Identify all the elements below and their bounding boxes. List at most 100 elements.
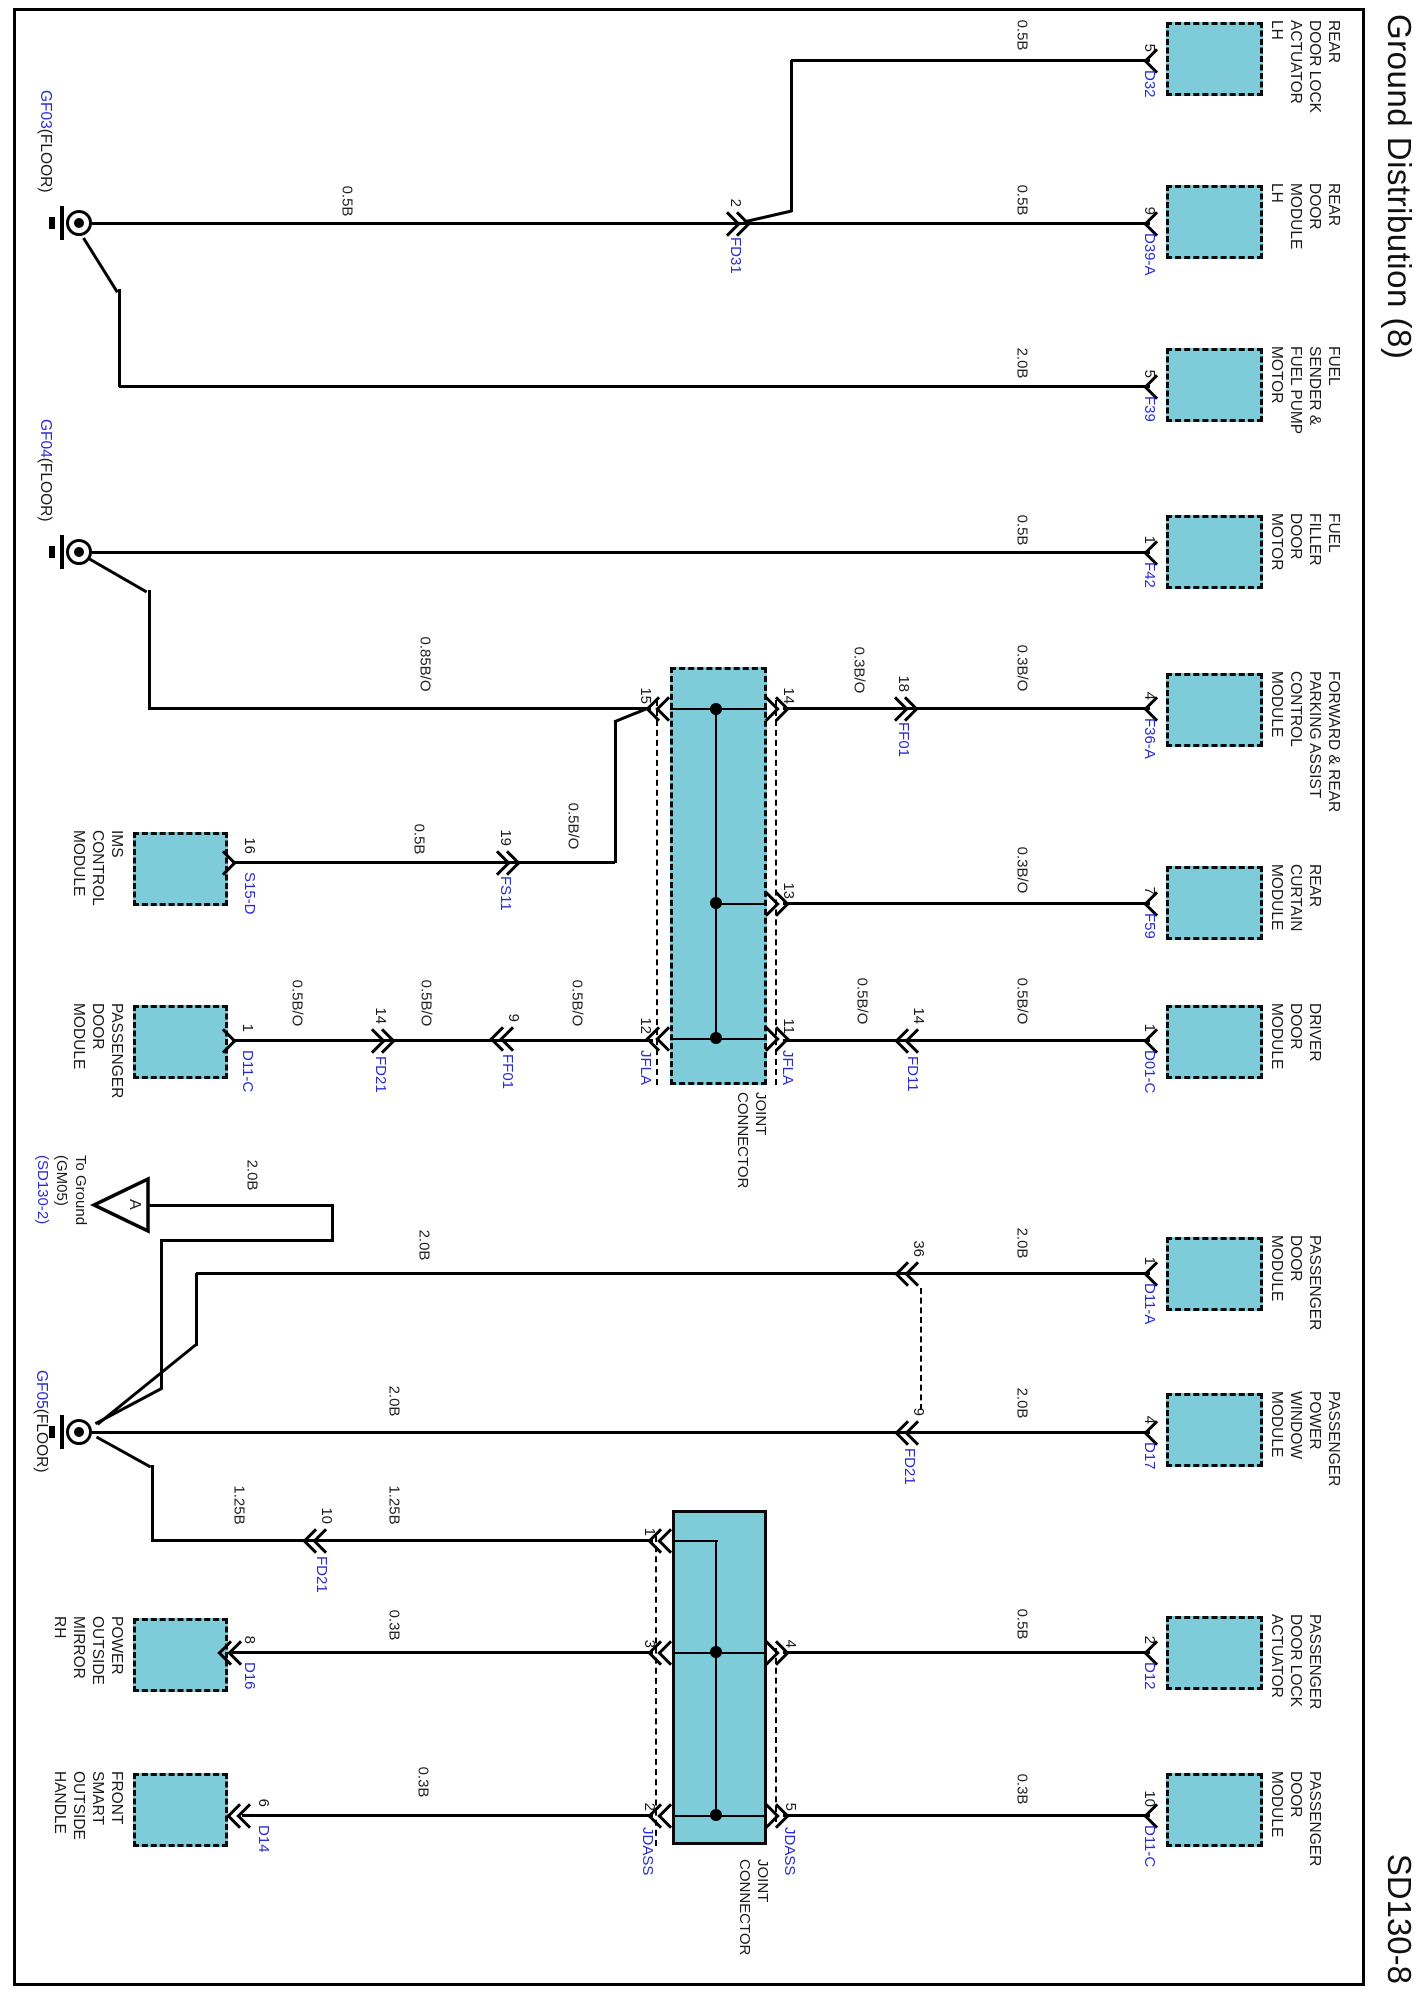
pin-number: 1	[1141, 1256, 1158, 1265]
wire-gauge-label: 2.0B	[1013, 1387, 1031, 1419]
jdass-internal-line	[715, 1540, 717, 1816]
component-block	[1166, 1005, 1263, 1079]
wire-gauge-label: 0.85B/O	[416, 636, 434, 692]
off-page-ground-triangle-icon	[90, 1176, 150, 1234]
jdass-pin-number: 1	[641, 1527, 658, 1536]
component-block	[1166, 515, 1263, 589]
jdass-pin-number: 4	[782, 1639, 799, 1648]
junction-dot	[710, 703, 722, 715]
ground-label: GF03(FLOOR)	[37, 90, 54, 193]
page-title: Ground Distribution (8)	[1381, 14, 1418, 360]
wire-gauge-label: 2.0B	[243, 1159, 261, 1191]
wire	[118, 289, 121, 387]
joint-connector-jfla-box	[670, 667, 767, 1085]
jdass-pin-number: 5	[782, 1802, 799, 1811]
wire	[147, 1204, 331, 1207]
component-block	[1166, 673, 1263, 747]
component-name: IMS CONTROL MODULE	[70, 830, 125, 906]
connector-id: D16	[241, 1662, 258, 1690]
component-name: POWER OUTSIDE MIRROR RH	[51, 1616, 125, 1685]
component-name: REAR DOOR LOCK ACTUATOR LH	[1268, 20, 1342, 114]
connector-id: FD31	[727, 237, 744, 274]
component-block	[1166, 1393, 1263, 1467]
component-block	[1166, 866, 1263, 940]
inline-connector-chevron-icon	[715, 211, 751, 237]
jdass-pin-number: 2	[641, 1802, 658, 1811]
pin-number: 10	[1141, 1790, 1158, 1807]
pin-number: 6	[255, 1798, 272, 1807]
component-block	[1166, 1616, 1263, 1690]
pin-number: 9	[505, 1013, 522, 1022]
wire	[92, 222, 1150, 225]
pin-number: 14	[910, 1007, 927, 1024]
connector-id: FD11	[904, 1056, 921, 1092]
inline-connector-chevron-icon	[894, 1028, 930, 1054]
component-name: FUEL SENDER & FUEL PUMP MOTOR	[1268, 346, 1342, 435]
wire	[148, 707, 651, 710]
wire	[783, 707, 1150, 710]
component-name: PASSENGER DOOR MODULE	[1268, 1771, 1323, 1867]
component-name: FUEL FILLER DOOR MOTOR	[1268, 513, 1342, 571]
connector-id: D11-C	[1141, 1825, 1158, 1868]
connector-id: D01-C	[1141, 1050, 1158, 1094]
wire-gauge-label: 2.0B	[1013, 347, 1031, 379]
component-name: PASSENGER DOOR MODULE	[1268, 1235, 1323, 1331]
component-block	[1166, 185, 1263, 259]
component-block	[1166, 22, 1263, 96]
wire	[151, 1465, 154, 1542]
junction-dot	[710, 897, 722, 909]
pin-number: 4	[1141, 1415, 1158, 1424]
jfla-pin-number: 13	[780, 882, 797, 899]
wire	[195, 1273, 198, 1346]
wire-gauge-label: 0.3B	[385, 1609, 403, 1641]
connector-id: FD21	[313, 1556, 330, 1593]
joint-connector-jdass-box	[672, 1510, 767, 1845]
pin-chevron-icon	[226, 1803, 262, 1829]
wire	[232, 1651, 653, 1654]
wire	[161, 1239, 333, 1242]
component-name: FRONT SMART OUTSIDE HANDLE	[51, 1771, 125, 1840]
joint-connector-caption: JOINT CONNECTOR	[734, 1092, 769, 1189]
jdass-connector-id: JDASS	[781, 1827, 798, 1876]
pin-number: 16	[241, 837, 258, 854]
inline-connector-chevron-icon	[894, 1261, 930, 1287]
connector-id: FF01	[895, 722, 912, 758]
inline-connector-chevron-icon	[485, 850, 521, 876]
wire	[783, 902, 1150, 905]
wire	[148, 590, 151, 710]
component-name: REAR DOOR MODULE LH	[1268, 183, 1342, 250]
jfla-internal-line	[715, 708, 717, 1039]
ground-label: GF04(FLOOR)	[37, 419, 54, 522]
wire-gauge-label: 0.5B	[1013, 1608, 1031, 1640]
wire-gauge-label: 0.5B	[1013, 19, 1031, 51]
connector-id: F39	[1141, 396, 1158, 422]
component-block	[1166, 1237, 1263, 1311]
wire	[614, 721, 617, 863]
wire-gauge-label: 0.5B/O	[564, 802, 582, 850]
wire	[791, 59, 1150, 62]
jfla-pin-number: 12	[637, 1017, 654, 1034]
jfla-pin-number: 15	[637, 687, 654, 704]
wire-gauge-label: 0.5B	[1013, 184, 1031, 216]
wire-gauge-label: 0.5B	[338, 185, 356, 217]
joint-connector-caption: JOINT CONNECTOR	[736, 1859, 771, 1956]
wire	[331, 1204, 334, 1242]
wire-gauge-label: 0.3B/O	[1013, 846, 1031, 894]
component-block	[133, 1773, 228, 1847]
component-block	[1166, 348, 1263, 422]
pin-number: 10	[318, 1507, 335, 1524]
connector-id: S15-D	[241, 872, 258, 915]
wire-gauge-label: 0.5B/O	[853, 977, 871, 1025]
wire	[783, 1651, 1150, 1654]
inline-connector-chevron-icon	[302, 1528, 338, 1554]
connector-id: D17	[1141, 1442, 1158, 1470]
connector-id: FS11	[497, 876, 514, 911]
connector-id: D32	[1141, 70, 1158, 98]
wire-gauge-label: 2.0B	[1013, 1227, 1031, 1259]
jfla-pin-number: 11	[780, 1018, 797, 1034]
wire	[783, 1814, 1150, 1817]
pin-number: 5	[1141, 369, 1158, 378]
pin-number: 8	[241, 1635, 258, 1644]
wire	[92, 1431, 1150, 1434]
pin-number: 1	[1141, 1023, 1158, 1032]
